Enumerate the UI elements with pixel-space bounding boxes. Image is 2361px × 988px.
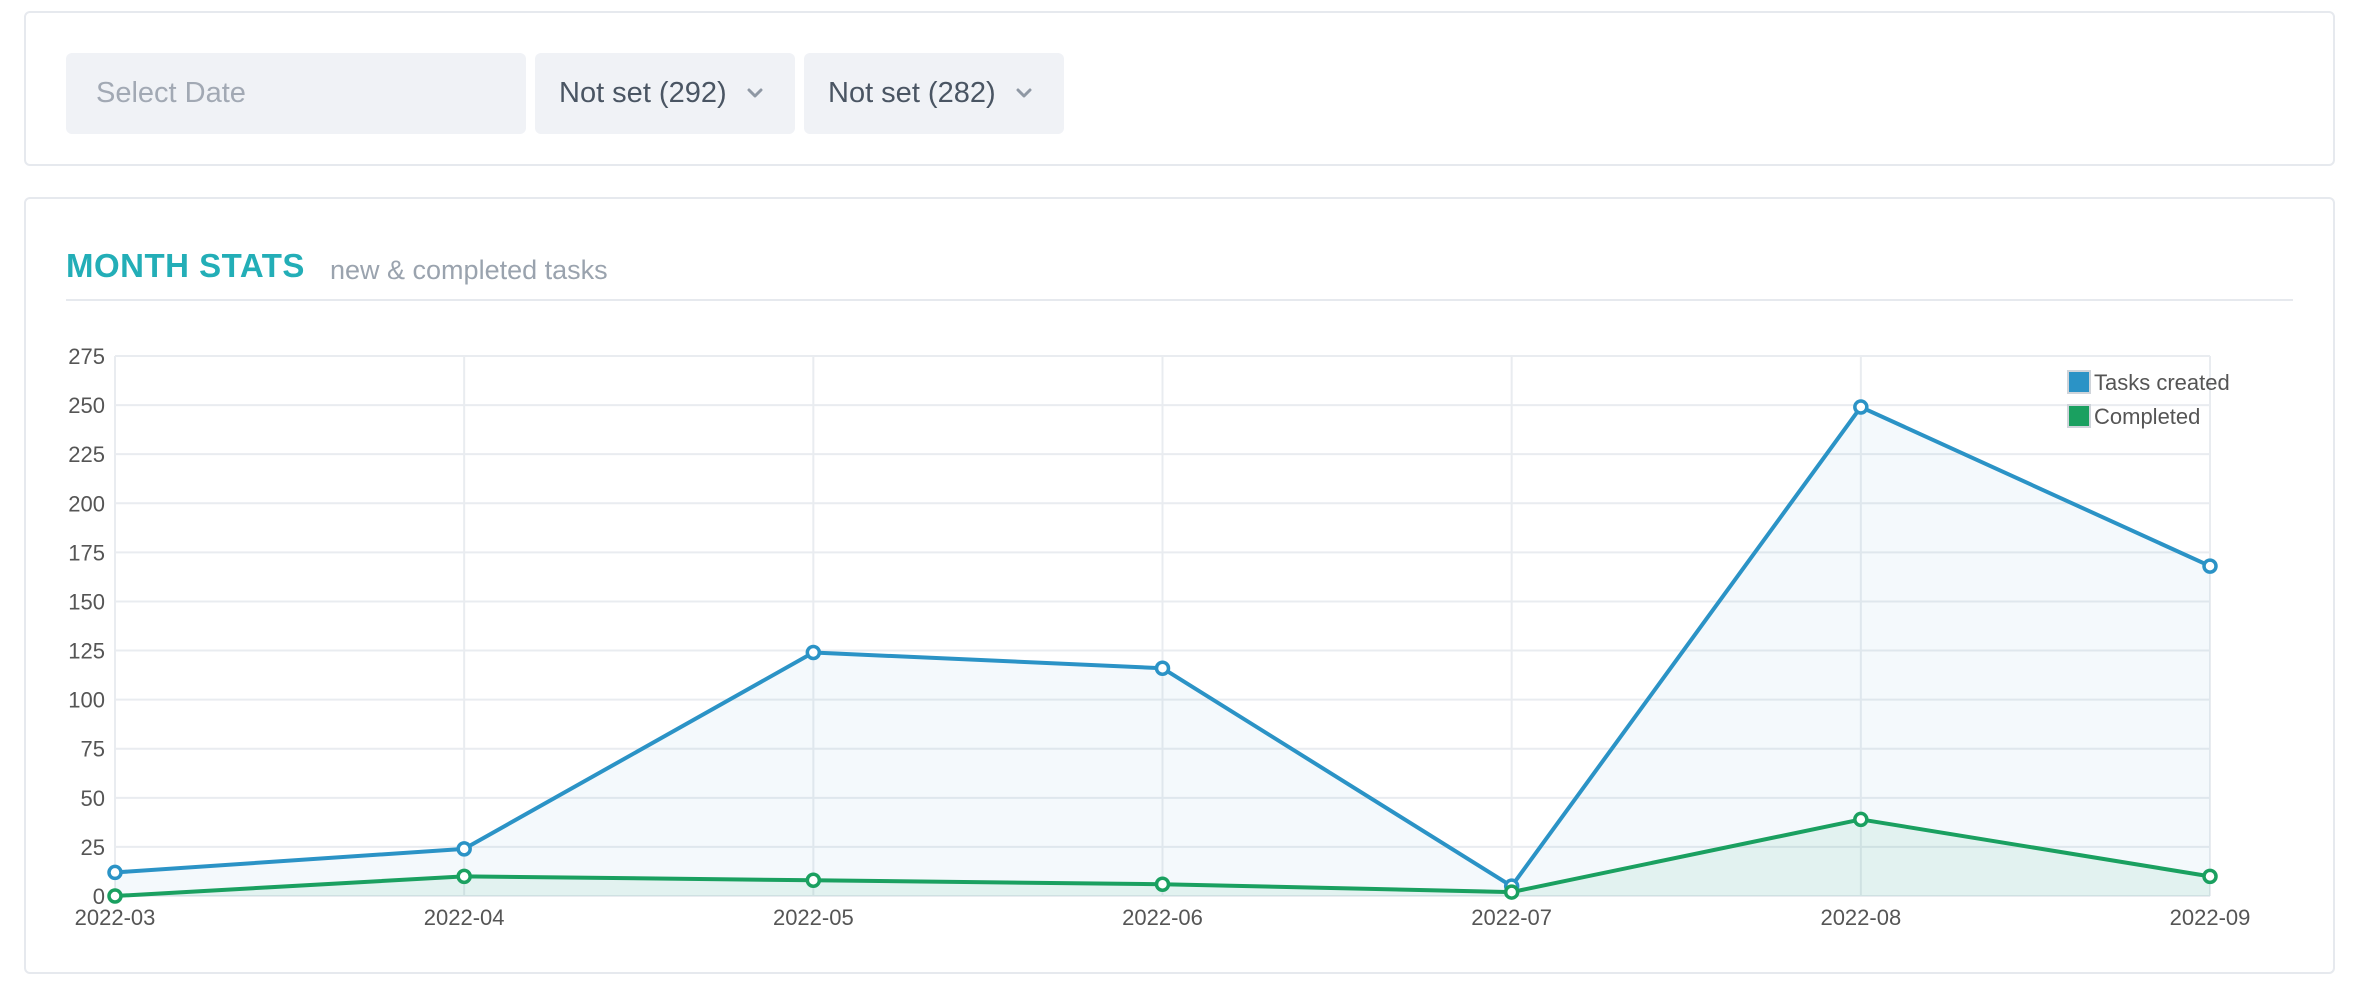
- data-point: [456, 841, 472, 857]
- y-tick-label: 50: [81, 786, 105, 811]
- panel-header: MONTH STATS new & completed tasks: [66, 239, 2293, 301]
- x-tick-label: 2022-07: [1471, 905, 1552, 930]
- data-point: [1154, 876, 1171, 892]
- legend-swatch: [2067, 404, 2091, 428]
- x-tick-label: 2022-05: [773, 905, 854, 930]
- data-point: [456, 868, 472, 885]
- x-tick-label: 2022-09: [2170, 905, 2251, 930]
- legend-swatch: [2067, 370, 2091, 394]
- filter-bar: Not set (292) Not set (282): [24, 11, 2335, 166]
- month-stats-panel: MONTH STATS new & completed tasks 0 25 50 7…: [24, 197, 2335, 974]
- y-tick-label: 200: [68, 491, 105, 516]
- y-tick-label: 250: [68, 393, 105, 418]
- y-tick-label: 150: [68, 589, 105, 614]
- x-tick-label: 2022-08: [1820, 905, 1901, 930]
- x-tick-label: 2022-06: [1122, 905, 1203, 930]
- y-tick-label: 125: [68, 639, 105, 664]
- data-point: [2202, 558, 2218, 574]
- y-tick-label: 225: [68, 442, 105, 467]
- x-tick-label: 2022-04: [424, 905, 505, 930]
- panel-title: MONTH STATS: [66, 247, 305, 284]
- data-point: [107, 864, 123, 881]
- series-area: [115, 407, 2210, 896]
- date-picker-input[interactable]: [66, 53, 526, 134]
- filter-select-1-value: Not set (292): [559, 77, 727, 109]
- series-area: [115, 819, 2210, 896]
- y-tick-label: 175: [68, 540, 105, 565]
- chevron-down-icon: [1016, 88, 1032, 97]
- data-point: [1503, 884, 1520, 900]
- y-tick-label: 75: [81, 737, 105, 762]
- legend-label: Tasks created: [2094, 370, 2230, 395]
- y-tick-label: 25: [81, 835, 105, 860]
- chevron-down-icon: [747, 88, 763, 97]
- data-point: [1154, 660, 1171, 676]
- filter-select-2-value: Not set (282): [828, 77, 996, 109]
- filter-select-1[interactable]: Not set (292): [535, 53, 795, 134]
- data-point: [1853, 811, 1869, 828]
- legend-label: Completed: [2094, 404, 2200, 429]
- data-point: [2202, 868, 2218, 885]
- month-stats-chart: 0 25 50 75 100 125 150 175 200 225 250 275 2022-03 20…: [68, 344, 2251, 930]
- data-point: [1853, 399, 1869, 415]
- data-point: [805, 644, 822, 661]
- y-tick-label: 100: [68, 688, 105, 713]
- x-tick-label: 2022-03: [75, 905, 156, 930]
- y-tick-label: 0: [93, 884, 105, 909]
- filter-select-2[interactable]: Not set (282): [804, 53, 1064, 134]
- y-tick-label: 275: [68, 344, 105, 369]
- data-point: [107, 888, 123, 904]
- panel-subtitle: new & completed tasks: [330, 255, 608, 285]
- data-point: [805, 872, 822, 889]
